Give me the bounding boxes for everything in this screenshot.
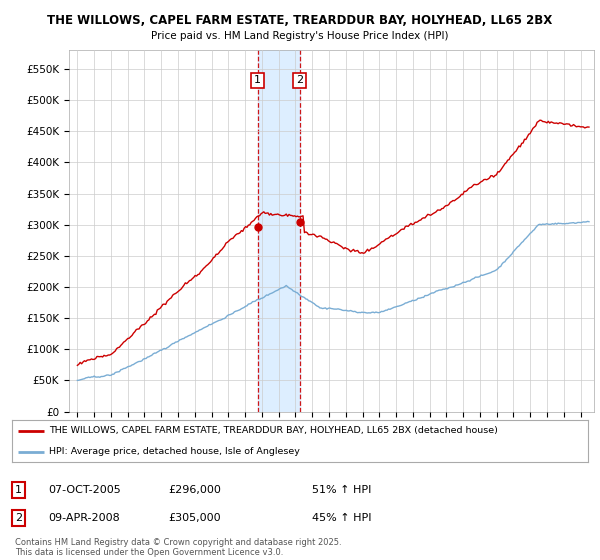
- Text: £305,000: £305,000: [168, 513, 221, 523]
- Text: 2: 2: [15, 513, 22, 523]
- Text: THE WILLOWS, CAPEL FARM ESTATE, TREARDDUR BAY, HOLYHEAD, LL65 2BX: THE WILLOWS, CAPEL FARM ESTATE, TREARDDU…: [47, 14, 553, 27]
- Text: 2: 2: [296, 75, 303, 85]
- Text: 1: 1: [254, 75, 261, 85]
- Text: 07-OCT-2005: 07-OCT-2005: [48, 485, 121, 495]
- Text: Price paid vs. HM Land Registry's House Price Index (HPI): Price paid vs. HM Land Registry's House …: [151, 31, 449, 41]
- Text: £296,000: £296,000: [168, 485, 221, 495]
- Text: 45% ↑ HPI: 45% ↑ HPI: [312, 513, 371, 523]
- Text: HPI: Average price, detached house, Isle of Anglesey: HPI: Average price, detached house, Isle…: [49, 447, 301, 456]
- Text: 51% ↑ HPI: 51% ↑ HPI: [312, 485, 371, 495]
- Text: 09-APR-2008: 09-APR-2008: [48, 513, 120, 523]
- Text: 1: 1: [15, 485, 22, 495]
- Text: THE WILLOWS, CAPEL FARM ESTATE, TREARDDUR BAY, HOLYHEAD, LL65 2BX (detached hous: THE WILLOWS, CAPEL FARM ESTATE, TREARDDU…: [49, 426, 499, 435]
- Text: Contains HM Land Registry data © Crown copyright and database right 2025.
This d: Contains HM Land Registry data © Crown c…: [15, 538, 341, 557]
- Bar: [257, 50, 299, 412]
